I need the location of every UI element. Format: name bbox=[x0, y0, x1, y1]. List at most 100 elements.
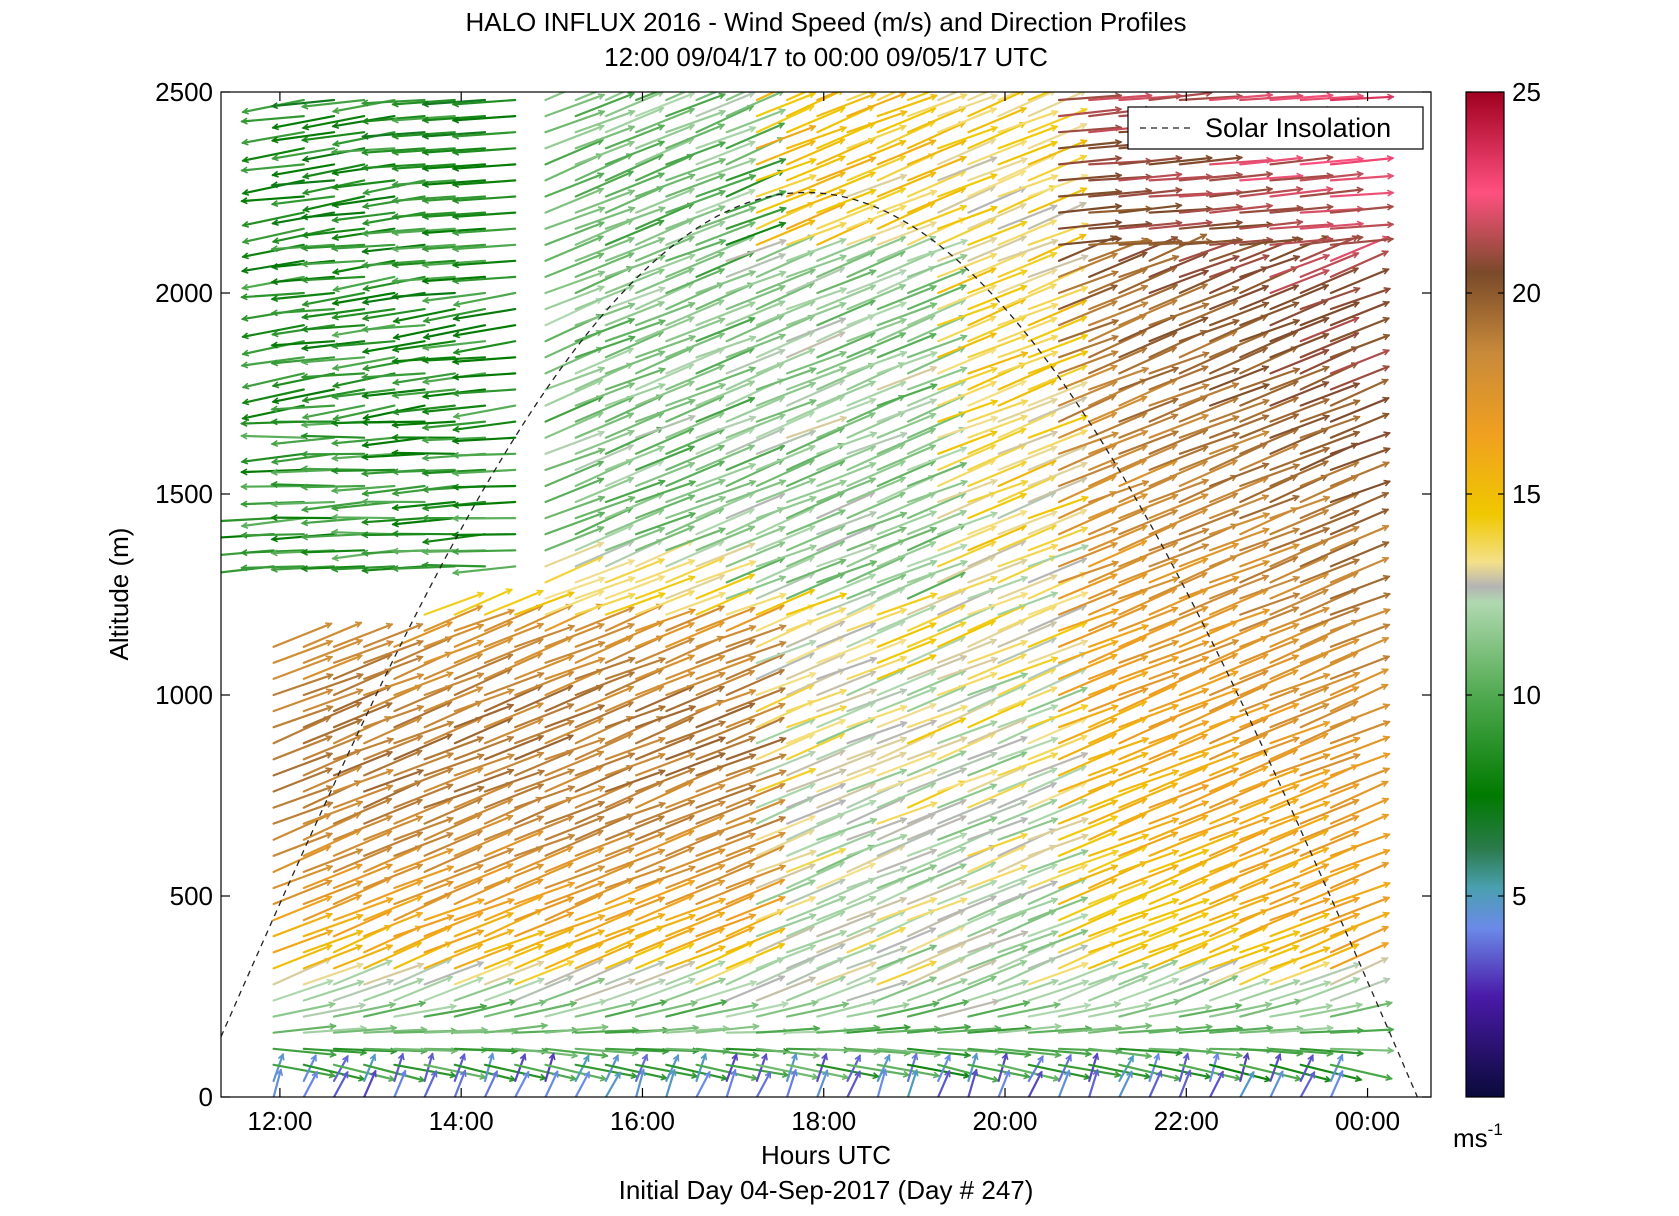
wind-vector bbox=[755, 957, 815, 986]
wind-vector bbox=[876, 638, 937, 664]
wind-vector-head bbox=[687, 525, 695, 532]
wind-vector bbox=[634, 107, 695, 134]
wind-vector bbox=[876, 541, 937, 568]
wind-vector bbox=[271, 131, 336, 142]
wind-vector bbox=[241, 147, 305, 162]
wind-vector bbox=[301, 259, 366, 266]
wind-vector bbox=[544, 1052, 555, 1083]
wind-vector-head bbox=[747, 396, 756, 404]
wind-vector-head bbox=[687, 621, 696, 629]
wind-vector bbox=[1118, 221, 1183, 230]
wind-vector bbox=[1208, 347, 1268, 375]
wind-vector bbox=[363, 655, 424, 681]
wind-vector bbox=[725, 108, 786, 134]
wind-vector bbox=[574, 459, 634, 488]
wind-vector-head bbox=[240, 419, 248, 428]
wind-vector-head bbox=[929, 654, 937, 661]
wind-vector-head bbox=[808, 639, 817, 647]
wind-vector bbox=[302, 688, 364, 713]
wind-vector-head bbox=[477, 898, 485, 905]
wind-vector bbox=[785, 592, 847, 616]
wind-vector bbox=[937, 619, 996, 648]
wind-vector bbox=[332, 863, 393, 890]
wind-vector bbox=[695, 366, 756, 391]
wind-vector-head bbox=[241, 398, 250, 406]
wind-vector-head bbox=[476, 591, 485, 599]
wind-vector bbox=[846, 844, 906, 874]
wind-vector bbox=[332, 668, 392, 697]
wind-vector bbox=[272, 1002, 336, 1018]
wind-vector bbox=[967, 92, 1025, 118]
wind-vector bbox=[1148, 860, 1208, 890]
wind-vector-head bbox=[1020, 269, 1028, 276]
wind-vector bbox=[906, 767, 967, 793]
wind-vector bbox=[1269, 1053, 1282, 1083]
wind-vector bbox=[272, 979, 334, 1002]
wind-vector bbox=[937, 237, 998, 262]
wind-vector bbox=[391, 227, 456, 235]
wind-vector bbox=[1178, 238, 1243, 246]
wind-vector bbox=[1178, 382, 1240, 407]
wind-vector bbox=[1118, 255, 1180, 278]
wind-vector bbox=[1118, 367, 1179, 391]
wind-vector-head bbox=[596, 750, 605, 758]
wind-vector bbox=[302, 829, 362, 857]
wind-vector-head bbox=[687, 558, 696, 566]
wind-vector bbox=[785, 812, 845, 841]
wind-vector bbox=[544, 172, 605, 198]
wind-vector bbox=[452, 452, 517, 457]
wind-vector-head bbox=[356, 688, 364, 696]
wind-vector bbox=[816, 380, 876, 407]
wind-vector bbox=[876, 221, 937, 246]
wind-vector bbox=[937, 430, 998, 455]
wind-vector-head bbox=[929, 189, 938, 197]
wind-vector-head bbox=[1080, 798, 1088, 806]
wind-vector-head bbox=[300, 102, 309, 110]
wind-vector bbox=[1148, 898, 1210, 922]
wind-vector bbox=[1269, 527, 1330, 552]
wind-vector-head bbox=[959, 461, 968, 469]
wind-vector-head bbox=[355, 848, 364, 855]
wind-vector-head bbox=[1382, 752, 1391, 759]
wind-vector-head bbox=[1352, 814, 1360, 822]
wind-vector-head bbox=[869, 638, 877, 646]
wind-vector bbox=[846, 608, 907, 632]
wind-vector-head bbox=[1232, 254, 1240, 262]
wind-vector-head bbox=[749, 335, 757, 343]
wind-vector bbox=[997, 752, 1058, 777]
wind-vector bbox=[906, 187, 967, 214]
wind-vector bbox=[1118, 656, 1179, 681]
wind-vector-head bbox=[627, 897, 636, 905]
wind-vector bbox=[423, 717, 483, 745]
wind-vector bbox=[967, 751, 1028, 777]
x-tick-label: 20:00 bbox=[972, 1106, 1037, 1136]
wind-vector-head bbox=[748, 221, 756, 228]
wind-vector-head bbox=[385, 622, 394, 630]
wind-vector-head bbox=[898, 155, 907, 162]
wind-vector-head bbox=[451, 245, 460, 253]
wind-vector bbox=[604, 575, 666, 600]
wind-vector-head bbox=[1291, 638, 1300, 645]
wind-vector-head bbox=[960, 704, 968, 712]
wind-vector bbox=[363, 735, 423, 761]
wind-vector-head bbox=[421, 180, 429, 189]
wind-vector bbox=[271, 291, 336, 301]
wind-vector-head bbox=[391, 357, 399, 365]
wind-vector bbox=[1239, 238, 1304, 246]
wind-vector-head bbox=[1200, 878, 1209, 885]
wind-vector-head bbox=[421, 277, 429, 285]
wind-vector bbox=[1239, 319, 1300, 343]
wind-vector bbox=[544, 460, 604, 488]
wind-vector bbox=[634, 316, 695, 343]
wind-vector bbox=[1178, 861, 1238, 890]
wind-vector bbox=[1299, 252, 1360, 278]
wind-vector-head bbox=[1020, 414, 1029, 422]
wind-vector bbox=[1057, 350, 1119, 375]
wind-vector-head bbox=[1171, 576, 1180, 583]
wind-vector-head bbox=[748, 913, 757, 921]
wind-vector bbox=[271, 404, 336, 411]
wind-vector-head bbox=[960, 559, 968, 567]
wind-vector-head bbox=[241, 138, 249, 146]
wind-vector-head bbox=[808, 381, 817, 389]
